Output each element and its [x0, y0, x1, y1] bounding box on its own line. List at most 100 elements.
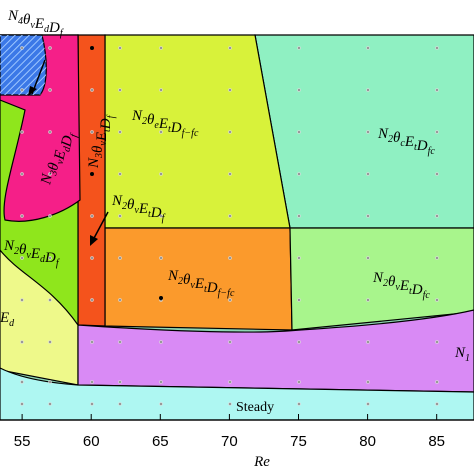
region-n2-v-fc	[289, 227, 474, 331]
sample-dot	[297, 172, 301, 176]
sample-dot	[48, 130, 52, 134]
sample-dot	[90, 402, 94, 406]
sample-dot	[366, 46, 370, 50]
x-tick-label: 65	[152, 433, 169, 450]
arrow-head	[28, 86, 37, 96]
label-base: N	[377, 126, 389, 142]
label-sub: d	[9, 318, 15, 329]
label-base: N	[167, 268, 179, 284]
label-sub: 2	[178, 276, 183, 287]
x-tick-label: 55	[14, 433, 31, 450]
label-base: θ	[23, 12, 31, 28]
sample-dot	[435, 214, 439, 218]
label-base: D	[98, 118, 114, 130]
sample-dot	[297, 214, 301, 218]
label-sub: 4	[18, 16, 23, 27]
sample-dot	[228, 340, 232, 344]
sample-dot	[435, 340, 439, 344]
sample-dot	[48, 88, 52, 92]
label-base: θ	[147, 112, 155, 128]
region-label: N3θvEtDf	[86, 114, 117, 169]
x-axis-label: Re	[253, 454, 270, 470]
sample-dot	[228, 46, 232, 50]
sample-dot	[90, 46, 94, 50]
sample-dot	[20, 380, 24, 384]
sample-dot	[159, 172, 163, 176]
sample-dot	[20, 214, 24, 218]
sample-dot	[366, 402, 370, 406]
label-base: N	[131, 108, 143, 124]
label-sub: t	[204, 284, 207, 295]
sample-dot	[118, 298, 122, 302]
sample-dot	[435, 130, 439, 134]
region-label: N2θvEdDf	[3, 238, 60, 269]
x-tick-label: 80	[359, 433, 376, 450]
sample-dot	[118, 380, 122, 384]
sample-dot	[366, 256, 370, 260]
sample-dot	[297, 380, 301, 384]
sample-dot	[118, 88, 122, 92]
region-n1	[77, 309, 474, 393]
region-label: N2θvEtDf−fc	[167, 268, 235, 299]
sample-dot	[228, 256, 232, 260]
sample-dot	[20, 402, 24, 406]
sample-dot	[228, 298, 232, 302]
label-base: θ	[183, 272, 191, 288]
sample-dot	[228, 214, 232, 218]
label-base: Steady	[236, 400, 274, 415]
label-sub: t	[168, 124, 171, 135]
sample-dot	[20, 256, 24, 260]
x-tick-label: 85	[428, 433, 445, 450]
label-sub: 2	[14, 246, 19, 257]
label-sub: 2	[388, 134, 393, 145]
sample-dot	[435, 298, 439, 302]
label-base: θ	[45, 161, 62, 172]
sample-dot	[159, 130, 163, 134]
label-sub: e	[154, 120, 159, 131]
label-sub: c	[400, 138, 405, 149]
sample-dot	[297, 256, 301, 260]
label-sub: fc	[428, 146, 436, 157]
sample-dot	[366, 298, 370, 302]
label-sub: f	[69, 132, 81, 138]
x-tick-label: 60	[83, 433, 100, 450]
label-base: θ	[388, 274, 396, 290]
region-label: N2θvEtDf	[111, 193, 166, 224]
label-base: θ	[393, 130, 401, 146]
sample-dot	[366, 88, 370, 92]
arrow-head	[90, 235, 98, 246]
sample-dot	[159, 46, 163, 50]
sample-dot	[297, 298, 301, 302]
label-sub: 1	[465, 353, 470, 364]
label-sub: d	[40, 254, 46, 265]
sample-dot	[90, 256, 94, 260]
sample-dot	[118, 130, 122, 134]
label-base: E	[158, 116, 168, 132]
label-sub: v	[30, 20, 35, 31]
sample-dot	[297, 340, 301, 344]
label-base: N	[454, 345, 466, 361]
sample-dot	[20, 172, 24, 176]
sample-dot	[90, 130, 94, 134]
sample-dot	[20, 46, 24, 50]
sample-dot	[435, 88, 439, 92]
label-sub: t	[414, 142, 417, 153]
label-base: N	[372, 270, 384, 286]
label-base: E	[138, 201, 148, 217]
region-steady	[0, 367, 474, 421]
sample-dot	[118, 402, 122, 406]
label-base: θ	[19, 242, 27, 258]
x-tick-label: 70	[221, 433, 238, 450]
region-label: N2θvEtDfc	[372, 270, 430, 301]
sample-points	[20, 46, 439, 406]
label-base: N	[86, 157, 102, 169]
sample-dot	[118, 256, 122, 260]
sample-dot	[48, 256, 52, 260]
label-sub: v	[134, 205, 139, 216]
label-base: D	[58, 134, 76, 149]
sample-dot	[297, 130, 301, 134]
label-base: E	[0, 310, 9, 326]
region-label: N2θeEtDf−fc	[131, 108, 199, 139]
label-base: D	[150, 205, 162, 221]
